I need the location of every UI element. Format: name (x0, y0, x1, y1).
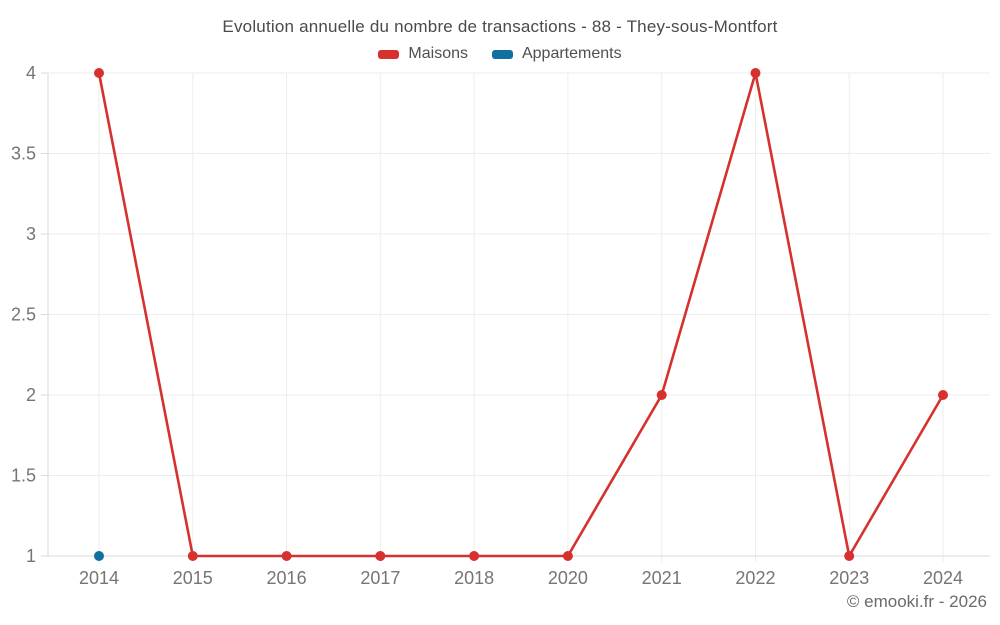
copyright-watermark: © emooki.fr - 2026 (846, 592, 987, 611)
data-point-maisons-2014[interactable] (94, 68, 104, 78)
legend-label: Appartements (521, 45, 622, 62)
x-axis-label-2016: 2016 (267, 568, 307, 588)
y-axis-label-3.5: 3.5 (11, 144, 36, 164)
data-point-maisons-2021[interactable] (656, 390, 667, 400)
x-axis-label-2022: 2022 (735, 568, 775, 588)
data-point-maisons-2017[interactable] (375, 551, 386, 561)
x-axis-label-2021: 2021 (642, 568, 682, 588)
data-point-maisons-2023[interactable] (844, 551, 855, 561)
chart-legend: Maisons Appartements (0, 45, 1000, 63)
series-line-maisons (97, 71, 945, 558)
x-axis-label-2014: 2014 (79, 568, 119, 588)
x-axis-label-2018: 2018 (454, 568, 494, 588)
y-axis-label-4: 4 (26, 63, 36, 83)
y-gridlines: 1 1.5 2 2.5 3 3.5 4 (11, 63, 990, 566)
x-axis-label-2015: 2015 (173, 568, 213, 588)
data-point-appartements-2014[interactable] (94, 551, 104, 561)
series-appartements (94, 551, 104, 561)
y-axis-label-3: 3 (26, 224, 36, 244)
legend-swatch-icon (491, 49, 513, 59)
x-gridlines: 2014 2015 2016 2017 2018 2020 2021 2022 2023 2024 (79, 73, 963, 588)
y-axis-label-2: 2 (26, 385, 36, 405)
data-point-maisons-2022[interactable] (750, 68, 761, 78)
x-axis-label-2017: 2017 (360, 568, 400, 588)
series-maisons (94, 68, 948, 561)
x-axis-label-2024: 2024 (923, 568, 963, 588)
x-axis-label-2023: 2023 (829, 568, 869, 588)
chart-title: Evolution annuelle du nombre de transact… (222, 17, 778, 36)
data-point-maisons-2024[interactable] (938, 390, 948, 400)
data-point-maisons-2020[interactable] (562, 551, 573, 561)
y-axis-label-2.5: 2.5 (11, 305, 36, 325)
data-point-maisons-2018[interactable] (469, 551, 480, 561)
legend-swatch-icon (378, 49, 400, 59)
y-axis-label-1: 1 (26, 546, 36, 566)
data-point-maisons-2015[interactable] (187, 551, 198, 561)
data-point-maisons-2016[interactable] (281, 551, 292, 561)
y-axis-label-1.5: 1.5 (11, 466, 36, 486)
legend-label: Maisons (408, 45, 468, 62)
x-axis-label-2020: 2020 (548, 568, 588, 588)
legend-item-appartements[interactable]: Appartements (491, 45, 622, 63)
legend-item-maisons[interactable]: Maisons (378, 45, 468, 63)
